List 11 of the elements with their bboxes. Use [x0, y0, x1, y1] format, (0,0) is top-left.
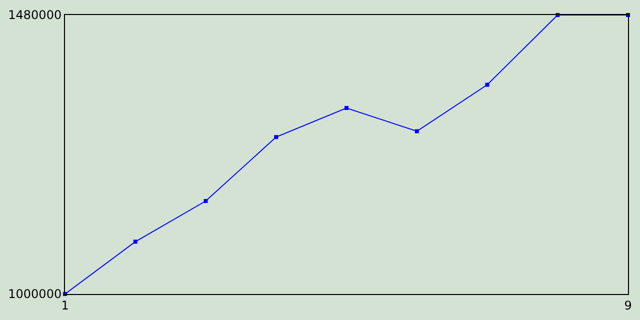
point — [485, 82, 490, 87]
x-tick-label: 1 — [61, 298, 69, 312]
point — [133, 240, 138, 244]
line-series — [63, 13, 630, 296]
point — [274, 135, 278, 140]
y-tick-label: 1000000 — [8, 287, 62, 302]
x-tick-label: 9 — [624, 298, 632, 312]
point — [204, 199, 208, 203]
point — [414, 129, 419, 134]
point — [344, 106, 348, 110]
y-tick-label: 1480000 — [8, 8, 62, 22]
